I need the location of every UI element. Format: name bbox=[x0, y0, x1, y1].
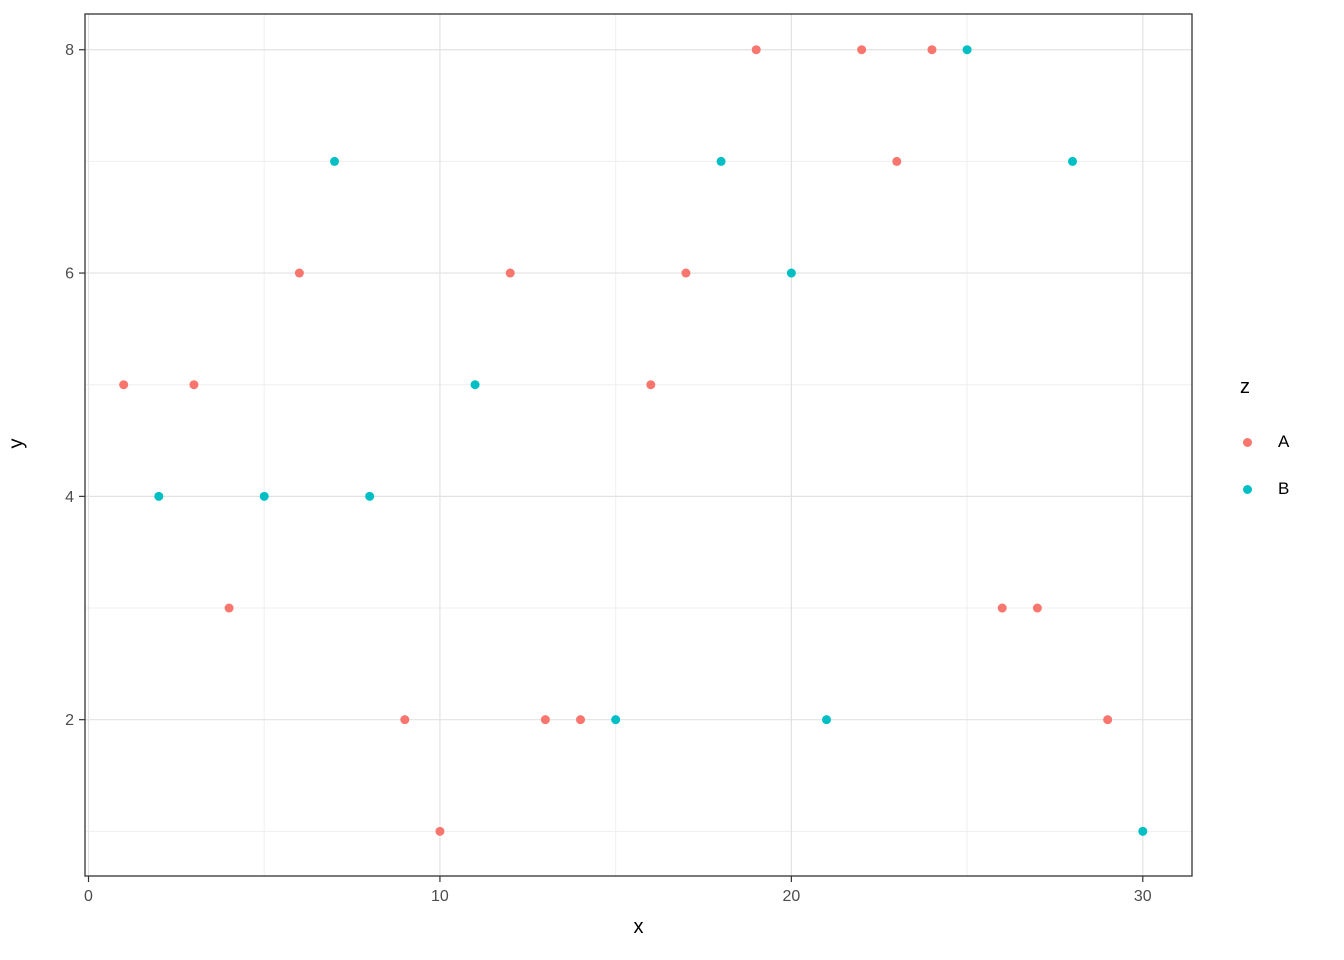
legend-item-B: B bbox=[1234, 472, 1289, 506]
x-tick-label: 30 bbox=[1134, 888, 1152, 905]
data-point-A bbox=[189, 380, 199, 390]
data-point-B bbox=[611, 715, 621, 725]
data-point-A bbox=[224, 603, 234, 613]
panel-border bbox=[84, 13, 1193, 877]
y-tick-label: 6 bbox=[65, 266, 74, 283]
data-point-B bbox=[259, 491, 269, 501]
data-point-A bbox=[505, 268, 515, 278]
x-tick-label: 20 bbox=[782, 888, 800, 905]
x-tick-label: 10 bbox=[431, 888, 449, 905]
data-point-B bbox=[365, 491, 375, 501]
y-tick-label: 8 bbox=[65, 42, 74, 59]
data-point-B bbox=[330, 156, 340, 166]
x-tick-label: 0 bbox=[84, 888, 93, 905]
data-point-A bbox=[119, 380, 129, 390]
data-point-B bbox=[716, 156, 726, 166]
y-axis-title: y bbox=[5, 438, 28, 449]
legend-label-A: A bbox=[1278, 432, 1290, 451]
data-point-A bbox=[892, 156, 902, 166]
panel-background bbox=[85, 14, 1192, 876]
data-point-A bbox=[751, 45, 761, 55]
data-point-A bbox=[857, 45, 867, 55]
y-tick-label: 4 bbox=[65, 489, 74, 506]
legend-label-B: B bbox=[1278, 479, 1290, 498]
data-point-A bbox=[997, 603, 1007, 613]
legend: z A B bbox=[1234, 376, 1289, 519]
data-point-A bbox=[927, 45, 937, 55]
data-point-B bbox=[1068, 156, 1078, 166]
data-point-B bbox=[470, 380, 480, 390]
legend-title: z bbox=[1240, 376, 1250, 398]
data-point-A bbox=[1032, 603, 1042, 613]
data-point-B bbox=[1138, 826, 1148, 836]
data-point-B bbox=[822, 715, 832, 725]
legend-dot-A bbox=[1243, 437, 1252, 447]
data-point-B bbox=[786, 268, 796, 278]
data-point-B bbox=[962, 45, 972, 55]
data-point-B bbox=[154, 491, 164, 501]
legend-item-A: A bbox=[1234, 425, 1289, 459]
data-point-A bbox=[294, 268, 304, 278]
data-point-A bbox=[400, 715, 410, 725]
y-tick-label: 2 bbox=[65, 712, 74, 729]
x-axis-title: x bbox=[633, 916, 644, 938]
data-point-A bbox=[681, 268, 691, 278]
data-point-A bbox=[646, 380, 656, 390]
data-point-A bbox=[1103, 715, 1113, 725]
legend-dot-B bbox=[1243, 484, 1252, 494]
data-point-A bbox=[435, 826, 445, 836]
data-point-A bbox=[576, 715, 586, 725]
data-point-A bbox=[540, 715, 550, 725]
